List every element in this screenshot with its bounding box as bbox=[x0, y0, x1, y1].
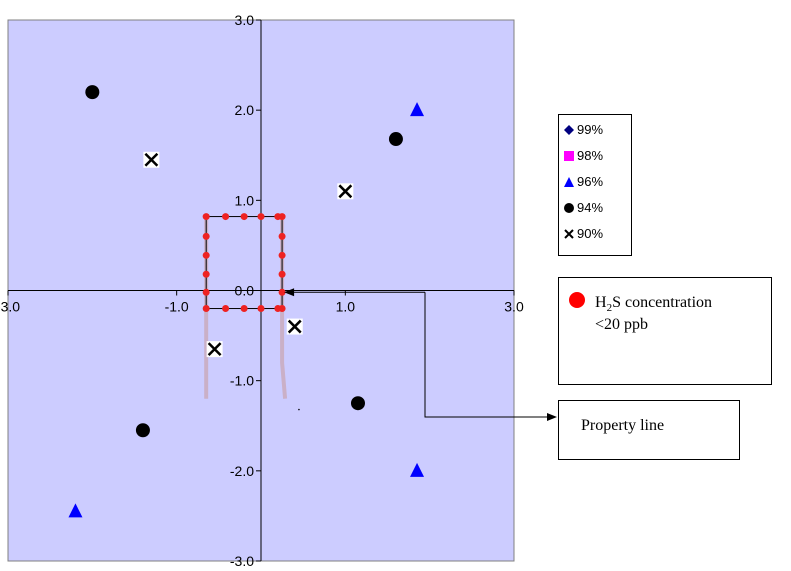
x-tick-label: -3.0 bbox=[0, 299, 20, 315]
h2s-point bbox=[278, 213, 286, 221]
data-point-90pct bbox=[144, 152, 159, 167]
legend-entry: 99% bbox=[563, 119, 603, 141]
property-line-label: Property line bbox=[581, 417, 665, 434]
h2s-point bbox=[278, 288, 286, 296]
y-tick-label: 0.0 bbox=[235, 283, 255, 299]
data-point-90pct bbox=[287, 319, 302, 334]
arrow-head-right-icon bbox=[547, 413, 557, 421]
y-tick-label: -1.0 bbox=[230, 373, 254, 389]
h2s-point bbox=[202, 213, 210, 221]
h2s-threshold-label: <20 ppb bbox=[595, 316, 649, 333]
legend-entry: 96% bbox=[563, 171, 603, 193]
data-point-94pct bbox=[388, 132, 403, 147]
legend-label: 99% bbox=[577, 122, 604, 137]
data-point-96pct bbox=[410, 102, 425, 117]
data-point-96pct bbox=[410, 462, 425, 477]
data-point-96pct bbox=[68, 503, 83, 518]
h2s-label: H2S concentration bbox=[595, 294, 713, 315]
diamond-marker-icon bbox=[564, 125, 574, 135]
y-tick-label: 3.0 bbox=[235, 12, 255, 28]
data-point-90pct bbox=[338, 184, 353, 199]
h2s-point bbox=[278, 270, 286, 278]
legend-entry: 90% bbox=[563, 223, 603, 245]
h2s-marker-icon bbox=[569, 292, 585, 308]
h2s-point bbox=[202, 270, 210, 278]
x-tick-label: -1.0 bbox=[165, 299, 189, 315]
y-tick-label: -3.0 bbox=[230, 553, 254, 569]
legend: 99% 98% 96% 94% 90% bbox=[558, 114, 632, 256]
property-line-box: Property line bbox=[558, 400, 740, 460]
triangle-marker-icon bbox=[564, 177, 574, 187]
x-tick-label: 3.0 bbox=[504, 299, 524, 315]
h2s-point bbox=[274, 305, 282, 313]
h2s-point bbox=[222, 305, 230, 313]
arrow-head-left-icon bbox=[284, 288, 295, 297]
legend-entry: 98% bbox=[563, 145, 603, 167]
data-point-94pct bbox=[85, 85, 100, 100]
h2s-point bbox=[240, 213, 248, 221]
legend-entry: 94% bbox=[563, 197, 603, 219]
square-marker-icon bbox=[564, 151, 574, 161]
y-tick-label: 2.0 bbox=[235, 102, 255, 118]
legend-label: 94% bbox=[577, 200, 604, 215]
h2s-point bbox=[202, 251, 210, 259]
data-point-90pct bbox=[207, 342, 222, 356]
y-tick-label: -2.0 bbox=[230, 463, 254, 479]
h2s-annotation-box: H2S concentration <20 ppb bbox=[558, 277, 772, 385]
x-marker-icon bbox=[564, 229, 574, 239]
data-point-94pct bbox=[350, 396, 365, 411]
legend-label: 96% bbox=[577, 174, 604, 189]
x-tick-label: 1.0 bbox=[336, 299, 356, 315]
h2s-point bbox=[278, 232, 286, 240]
h2s-point bbox=[202, 288, 210, 296]
y-tick-label: 1.0 bbox=[235, 192, 255, 208]
legend-label: 98% bbox=[577, 148, 604, 163]
stray-dot bbox=[298, 408, 300, 411]
h2s-point bbox=[202, 232, 210, 240]
legend-label: 90% bbox=[577, 226, 604, 241]
circle-marker-icon bbox=[564, 203, 574, 213]
h2s-point bbox=[278, 251, 286, 259]
property-line-connector bbox=[424, 292, 552, 418]
h2s-point bbox=[222, 213, 230, 221]
h2s-point bbox=[202, 305, 210, 313]
h2s-point bbox=[240, 305, 248, 313]
h2s-point bbox=[257, 305, 265, 313]
h2s-point bbox=[257, 213, 265, 221]
data-point-94pct bbox=[135, 423, 150, 438]
